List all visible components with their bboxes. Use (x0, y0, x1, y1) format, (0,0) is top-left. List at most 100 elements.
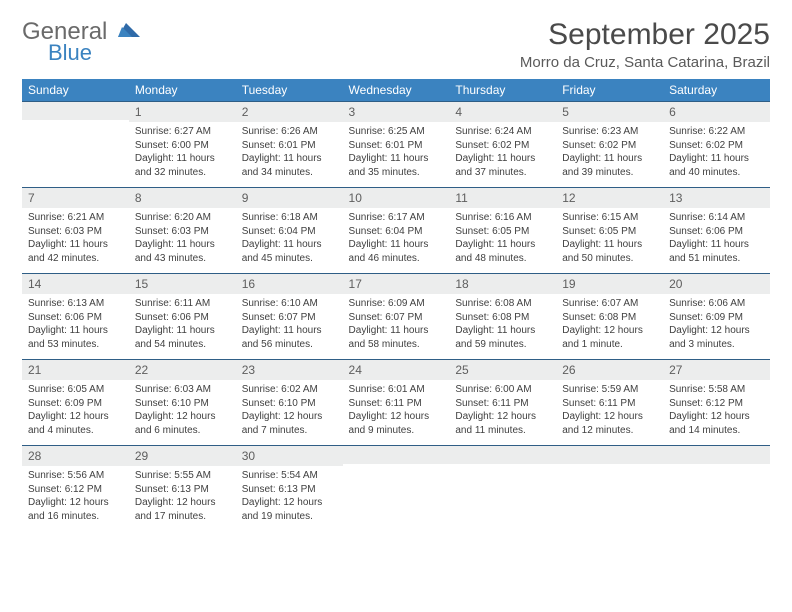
sunrise-line: Sunrise: 6:09 AM (349, 297, 444, 311)
day-cell: Sunrise: 6:08 AMSunset: 6:08 PMDaylight:… (449, 294, 556, 359)
sunrise-line: Sunrise: 6:13 AM (28, 297, 123, 311)
day-number: 3 (343, 102, 450, 122)
sunset-line: Sunset: 6:11 PM (562, 397, 657, 411)
week-content-row: Sunrise: 5:56 AMSunset: 6:12 PMDaylight:… (22, 466, 770, 531)
sunrise-line: Sunrise: 5:56 AM (28, 469, 123, 483)
sunrise-line: Sunrise: 6:16 AM (455, 211, 550, 225)
day-number: 26 (556, 360, 663, 380)
day-number (556, 446, 663, 464)
sunset-line: Sunset: 6:10 PM (242, 397, 337, 411)
day-cell: Sunrise: 6:25 AMSunset: 6:01 PMDaylight:… (343, 122, 450, 187)
sunset-line: Sunset: 6:06 PM (28, 311, 123, 325)
day-number: 21 (22, 360, 129, 380)
day-cell: Sunrise: 6:23 AMSunset: 6:02 PMDaylight:… (556, 122, 663, 187)
daylight-line: Daylight: 12 hours and 12 minutes. (562, 410, 657, 437)
day-number: 2 (236, 102, 343, 122)
day-header-row: Sunday Monday Tuesday Wednesday Thursday… (22, 79, 770, 102)
sunrise-line: Sunrise: 6:01 AM (349, 383, 444, 397)
sunset-line: Sunset: 6:08 PM (455, 311, 550, 325)
sunset-line: Sunset: 6:02 PM (669, 139, 764, 153)
dow-saturday: Saturday (663, 79, 770, 102)
daylight-line: Daylight: 12 hours and 14 minutes. (669, 410, 764, 437)
sunset-line: Sunset: 6:08 PM (562, 311, 657, 325)
sunrise-line: Sunrise: 5:58 AM (669, 383, 764, 397)
day-number: 4 (449, 102, 556, 122)
page-title: September 2025 (520, 18, 770, 52)
day-number: 11 (449, 188, 556, 208)
sunset-line: Sunset: 6:04 PM (349, 225, 444, 239)
sunset-line: Sunset: 6:03 PM (135, 225, 230, 239)
sunset-line: Sunset: 6:10 PM (135, 397, 230, 411)
daylight-line: Daylight: 12 hours and 9 minutes. (349, 410, 444, 437)
day-cell: Sunrise: 6:03 AMSunset: 6:10 PMDaylight:… (129, 380, 236, 445)
daylight-line: Daylight: 12 hours and 19 minutes. (242, 496, 337, 523)
day-number: 9 (236, 188, 343, 208)
day-number: 18 (449, 274, 556, 294)
day-number: 25 (449, 360, 556, 380)
day-number: 8 (129, 188, 236, 208)
daylight-line: Daylight: 11 hours and 53 minutes. (28, 324, 123, 351)
sunrise-line: Sunrise: 6:25 AM (349, 125, 444, 139)
week-content-row: Sunrise: 6:13 AMSunset: 6:06 PMDaylight:… (22, 294, 770, 360)
daylight-line: Daylight: 11 hours and 51 minutes. (669, 238, 764, 265)
day-number: 7 (22, 188, 129, 208)
day-number (22, 102, 129, 120)
day-number: 1 (129, 102, 236, 122)
day-cell: Sunrise: 6:05 AMSunset: 6:09 PMDaylight:… (22, 380, 129, 445)
day-number: 22 (129, 360, 236, 380)
day-number: 29 (129, 446, 236, 466)
sunset-line: Sunset: 6:12 PM (28, 483, 123, 497)
sunrise-line: Sunrise: 6:18 AM (242, 211, 337, 225)
sunset-line: Sunset: 6:13 PM (242, 483, 337, 497)
sunset-line: Sunset: 6:02 PM (562, 139, 657, 153)
daylight-line: Daylight: 12 hours and 11 minutes. (455, 410, 550, 437)
header: General Blue September 2025 Morro da Cru… (22, 18, 770, 71)
sunrise-line: Sunrise: 6:02 AM (242, 383, 337, 397)
day-number: 6 (663, 102, 770, 122)
title-block: September 2025 Morro da Cruz, Santa Cata… (520, 18, 770, 71)
day-cell: Sunrise: 6:10 AMSunset: 6:07 PMDaylight:… (236, 294, 343, 359)
daylight-line: Daylight: 11 hours and 42 minutes. (28, 238, 123, 265)
day-number (663, 446, 770, 464)
day-number: 19 (556, 274, 663, 294)
daylight-line: Daylight: 12 hours and 16 minutes. (28, 496, 123, 523)
sunrise-line: Sunrise: 6:14 AM (669, 211, 764, 225)
daylight-line: Daylight: 11 hours and 46 minutes. (349, 238, 444, 265)
day-number: 24 (343, 360, 450, 380)
day-number (343, 446, 450, 464)
dow-monday: Monday (129, 79, 236, 102)
sunset-line: Sunset: 6:12 PM (669, 397, 764, 411)
day-cell: Sunrise: 6:00 AMSunset: 6:11 PMDaylight:… (449, 380, 556, 445)
daylight-line: Daylight: 12 hours and 3 minutes. (669, 324, 764, 351)
daylight-line: Daylight: 12 hours and 6 minutes. (135, 410, 230, 437)
sunrise-line: Sunrise: 5:54 AM (242, 469, 337, 483)
sunrise-line: Sunrise: 6:00 AM (455, 383, 550, 397)
sunset-line: Sunset: 6:00 PM (135, 139, 230, 153)
day-number: 27 (663, 360, 770, 380)
sunrise-line: Sunrise: 6:06 AM (669, 297, 764, 311)
daylight-line: Daylight: 11 hours and 59 minutes. (455, 324, 550, 351)
sunrise-line: Sunrise: 6:05 AM (28, 383, 123, 397)
day-cell: Sunrise: 6:17 AMSunset: 6:04 PMDaylight:… (343, 208, 450, 273)
day-number: 14 (22, 274, 129, 294)
day-cell (449, 466, 556, 524)
day-cell (663, 466, 770, 524)
sunrise-line: Sunrise: 6:17 AM (349, 211, 444, 225)
day-cell: Sunrise: 6:07 AMSunset: 6:08 PMDaylight:… (556, 294, 663, 359)
daylight-line: Daylight: 11 hours and 54 minutes. (135, 324, 230, 351)
sunrise-line: Sunrise: 6:22 AM (669, 125, 764, 139)
sunset-line: Sunset: 6:06 PM (669, 225, 764, 239)
brand-mark-icon (118, 18, 140, 42)
week-number-row: 21222324252627 (22, 360, 770, 381)
daylight-line: Daylight: 11 hours and 58 minutes. (349, 324, 444, 351)
daylight-line: Daylight: 11 hours and 37 minutes. (455, 152, 550, 179)
dow-thursday: Thursday (449, 79, 556, 102)
sunrise-line: Sunrise: 6:11 AM (135, 297, 230, 311)
day-number: 30 (236, 446, 343, 466)
sunset-line: Sunset: 6:11 PM (349, 397, 444, 411)
dow-wednesday: Wednesday (343, 79, 450, 102)
sunset-line: Sunset: 6:03 PM (28, 225, 123, 239)
daylight-line: Daylight: 12 hours and 4 minutes. (28, 410, 123, 437)
week-content-row: Sunrise: 6:21 AMSunset: 6:03 PMDaylight:… (22, 208, 770, 274)
week-content-row: Sunrise: 6:05 AMSunset: 6:09 PMDaylight:… (22, 380, 770, 446)
